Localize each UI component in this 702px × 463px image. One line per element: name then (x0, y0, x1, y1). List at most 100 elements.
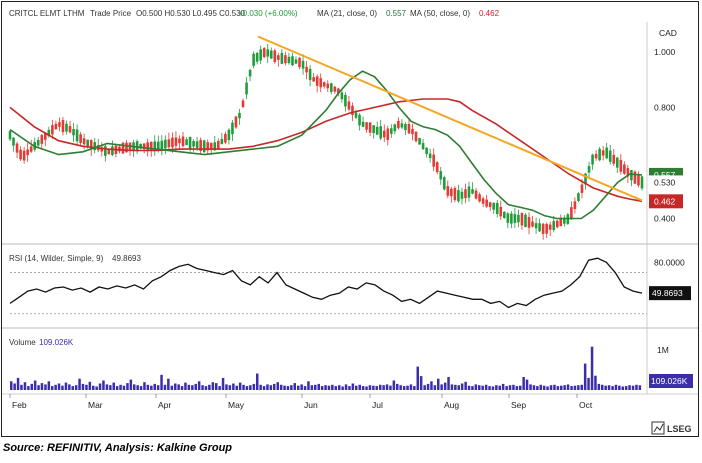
volume-bar (81, 383, 85, 390)
candle-body (411, 128, 414, 135)
volume-bar (583, 363, 587, 390)
volume-bar (478, 385, 481, 390)
volume-bar (437, 378, 440, 390)
volume-bar (515, 386, 519, 390)
candle-body (29, 146, 33, 152)
candle-body (227, 129, 231, 141)
candle-body (75, 129, 79, 142)
candle-body (506, 213, 510, 223)
volume-bar (317, 383, 320, 390)
candle-body (372, 125, 375, 134)
candle-body (555, 220, 559, 228)
rsi-panel (9, 257, 647, 315)
ma21-price-tag: 0.557 (654, 170, 676, 180)
candle-body (36, 139, 40, 146)
candle-body (354, 112, 358, 118)
candle-body (400, 123, 404, 128)
volume-bar (553, 384, 556, 390)
candle-body (171, 137, 174, 148)
candle-body (379, 126, 383, 139)
volume-bar (160, 374, 163, 390)
candle-body (195, 141, 199, 148)
candle-body (453, 188, 457, 201)
candle-body (421, 143, 425, 150)
volume-bar (211, 382, 215, 390)
volume-bar (341, 386, 344, 390)
candle-body (160, 140, 164, 150)
volume-bar (327, 385, 331, 390)
volume-bar (423, 385, 426, 390)
month-label: Mar (88, 400, 103, 410)
candle-body (220, 138, 224, 145)
volume-bar (95, 386, 98, 390)
candle-body (8, 131, 12, 140)
volume-bar (419, 376, 423, 390)
rsi-line (9, 257, 643, 309)
candle-body (344, 94, 347, 107)
candle-body (640, 176, 644, 189)
price-tick-label: 1.000 (654, 47, 676, 57)
rsi-header-value: 49.8693 (112, 254, 141, 263)
volume-bar (382, 385, 385, 390)
volume-bar (607, 385, 611, 390)
candle-body (319, 78, 323, 88)
candle-body (259, 49, 262, 61)
candle-body (308, 68, 312, 81)
candle-body (209, 142, 213, 150)
volume-bar (221, 377, 225, 390)
volume-bar (519, 385, 522, 390)
ma21-line (9, 70, 643, 220)
price-change: +0.030 (+6.00%) (238, 9, 298, 18)
candle-body (524, 214, 527, 228)
ma50-price-tag: 0.462 (654, 196, 676, 206)
volume-bar (16, 377, 20, 390)
candle-body (142, 143, 146, 150)
candle-body (538, 223, 541, 232)
candle-body (488, 202, 492, 208)
ma50-label: MA (50, close, 0) (410, 9, 470, 18)
volume-bar (566, 384, 570, 390)
ma50-price-tag-bg (649, 194, 683, 209)
volume-bar (310, 385, 314, 390)
candle-body (104, 146, 107, 156)
volume-bar (146, 384, 150, 390)
candle-body (460, 191, 464, 199)
candle-body (19, 149, 22, 160)
candle-body (559, 218, 563, 227)
candle-body (65, 123, 68, 132)
candle-body (365, 122, 368, 130)
volume-bar (20, 384, 23, 390)
chart-canvas: CRITCL ELMT LTHM Trade Price O0.500 H0.5… (2, 9, 698, 435)
volume-bar (92, 385, 95, 390)
volume-bar (379, 384, 382, 390)
volume-bar (361, 386, 365, 390)
candle-body (199, 139, 202, 151)
volume-bar (577, 385, 580, 390)
volume-bar (320, 386, 324, 390)
candle-body (298, 57, 301, 68)
candle-body (418, 137, 421, 145)
candle-body (139, 143, 142, 149)
price-tick-label: 0.400 (654, 214, 676, 224)
volume-bar (498, 385, 501, 390)
volume-bar (105, 384, 109, 390)
volume-bar (481, 385, 484, 390)
candle-body (601, 150, 605, 156)
candle-body (188, 136, 192, 150)
volume-bar (501, 383, 505, 390)
candle-body (478, 194, 481, 202)
volume-bar (136, 385, 139, 390)
candle-body (153, 141, 157, 152)
volume-bar (112, 382, 115, 390)
candle-body (513, 214, 517, 224)
volume-bar (170, 385, 174, 390)
volume-bar (57, 383, 61, 390)
volume-bar (228, 385, 232, 390)
candle-body (156, 141, 160, 150)
volume-bar (191, 385, 194, 390)
volume-bar (365, 386, 368, 390)
volume-bar (44, 384, 47, 390)
volume-bar (355, 385, 358, 390)
candle-body (266, 49, 270, 57)
